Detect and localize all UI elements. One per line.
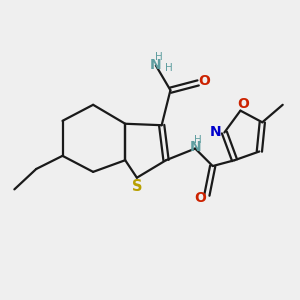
Text: N: N bbox=[149, 58, 161, 72]
Text: H: H bbox=[194, 135, 202, 145]
Text: O: O bbox=[194, 191, 206, 205]
Text: O: O bbox=[199, 74, 211, 88]
Text: H: H bbox=[165, 63, 173, 73]
Text: O: O bbox=[237, 97, 249, 111]
Text: S: S bbox=[132, 179, 143, 194]
Text: H: H bbox=[155, 52, 163, 62]
Text: N: N bbox=[189, 140, 201, 154]
Text: N: N bbox=[210, 125, 221, 140]
